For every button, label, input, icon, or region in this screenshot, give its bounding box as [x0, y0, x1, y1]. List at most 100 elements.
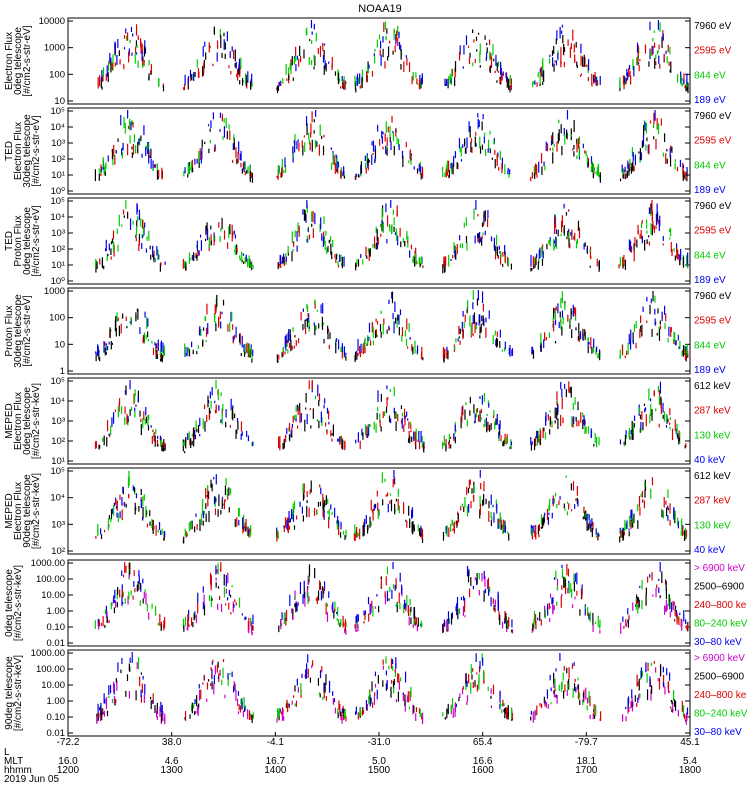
y-axis-label-line: 30deg telescope [13, 294, 24, 368]
legend-entry: 612 keV [694, 381, 731, 392]
footer-row-value: 1800 [679, 765, 702, 776]
legend-entry: 2595 eV [694, 46, 732, 57]
y-tick-label: 10¹ [51, 170, 65, 181]
footer-row-value: 1200 [57, 765, 80, 776]
y-tick-label: 10000 [39, 16, 65, 27]
y-tick-label: 10² [51, 546, 65, 557]
legend-entry: 40 keV [694, 455, 725, 466]
legend-entry: 30–80 keV [694, 727, 742, 738]
lat-tick-label: 65.4 [473, 737, 493, 748]
footer-row-value: 16.0 [58, 756, 78, 767]
y-axis-label-line: 0deg telescope [13, 27, 24, 95]
lat-tick-label: 45.1 [680, 737, 700, 748]
y-tick-label: 10⁰ [51, 276, 66, 287]
y-axis-label-line: [#/cm2-s-str-eV] [31, 205, 42, 276]
legend-entry: 612 keV [694, 471, 731, 482]
panel-8: 1000.00 100.00 10.00 1.00 0.10 0.01 90deg tele… [4, 648, 748, 739]
legend-entry: 287 keV [694, 496, 731, 507]
legend-entry: 7960 eV [694, 201, 732, 212]
footer-row-value: 5.0 [372, 756, 386, 767]
y-tick-label: 10³ [51, 416, 65, 427]
legend-entry: 189 eV [694, 365, 726, 376]
y-tick-label: 1000.00 [31, 648, 65, 659]
y-tick-label: 10.00 [41, 680, 65, 691]
legend-entry: 80–240 keV [694, 709, 748, 720]
y-axis-label-line: Electron Flux [13, 122, 24, 180]
y-axis-label-line: MEPED [4, 493, 15, 529]
footer-row-label: hhmm [4, 765, 32, 776]
y-tick-label: 10⁵ [50, 196, 65, 207]
legend-entry: 7960 eV [694, 111, 732, 122]
footer-row-value: 1600 [472, 765, 495, 776]
legend-entry: 240–800 ke [694, 600, 747, 611]
legend-entry: 844 eV [694, 70, 726, 81]
y-axis-label-line: 0deg telescope [22, 387, 33, 455]
y-tick-label: 10⁴ [50, 396, 65, 407]
legend-entry: 130 keV [694, 430, 731, 441]
y-axis-label-line: [#/cm2-s-str-eV] [31, 115, 42, 186]
legend-entry: 2500–6900 [694, 582, 744, 593]
y-tick-label: 1000 [44, 286, 65, 297]
y-tick-label: 10² [51, 244, 65, 255]
y-tick-label: 10¹ [51, 260, 65, 271]
footer-row-value: 5.4 [683, 756, 697, 767]
panel-frame [67, 467, 691, 555]
y-tick-label: 1000.00 [31, 558, 65, 569]
y-tick-label: 1.00 [47, 606, 66, 617]
legend-entry: 2595 eV [694, 316, 732, 327]
y-tick-label: 10⁴ [50, 122, 65, 133]
y-axis-label-line: [#/cm2-s-str-keV] [13, 655, 24, 731]
y-axis-label-line: [#/cm2-s-str-eV] [22, 295, 33, 366]
y-axis-label-line: Proton Flux [13, 215, 24, 266]
y-axis-label-line: 0deg telescope [4, 569, 15, 637]
lat-tick-label: -79.7 [575, 737, 598, 748]
data-marks [94, 380, 687, 454]
footer-row-value: 4.6 [165, 756, 179, 767]
legend-entry: 40 keV [694, 545, 725, 556]
data-marks [95, 290, 689, 363]
y-tick-label: 10 [54, 96, 65, 107]
panel-frame [67, 287, 691, 375]
footer-row-value: 18.1 [577, 756, 597, 767]
y-tick-label: 10³ [51, 228, 65, 239]
data-marks [96, 652, 689, 725]
legend-entry: 7960 eV [694, 291, 732, 302]
y-tick-label: 0.01 [47, 728, 66, 739]
legend-entry: 240–800 ke [694, 690, 747, 701]
y-tick-label: 0.10 [47, 712, 66, 723]
y-axis-label-line: [#/cm2-s-str-eV] [22, 25, 33, 96]
date-label: 2019 Jun 05 [4, 774, 59, 785]
y-axis-label-line: Electron Flux [4, 32, 15, 90]
chart-title: NOAA19 [358, 3, 401, 15]
y-tick-label: 10⁵ [50, 106, 65, 117]
footer-row-value: 1300 [161, 765, 184, 776]
lat-tick-label: -31.0 [368, 737, 391, 748]
y-axis-label-line: MEPED [4, 403, 15, 439]
legend-entry: 287 keV [694, 406, 731, 417]
y-tick-label: 10² [51, 436, 65, 447]
panel-frame [67, 377, 691, 465]
y-tick-label: 10.00 [41, 590, 65, 601]
y-tick-label: 10 [54, 339, 65, 350]
y-axis-label-line: 90deg telescope [4, 656, 15, 730]
y-axis-label-line: 0deg telescope [22, 207, 33, 275]
panel-frame [67, 197, 691, 285]
footer-row-value: 1400 [264, 765, 287, 776]
y-axis-label-line: TED [4, 141, 15, 161]
footer-row-label: MLT [4, 756, 23, 767]
panel-7: 1000.00 100.00 10.00 1.00 0.10 0.01 0deg teles… [4, 558, 748, 649]
legend-entry: 30–80 keV [694, 637, 742, 648]
legend-entry: 844 eV [694, 160, 726, 171]
footer-row-value: 16.7 [266, 756, 286, 767]
y-tick-label: 10² [51, 154, 65, 165]
footer-row-value: 1700 [575, 765, 598, 776]
y-axis-label-line: [#/cm2-s-str-keV] [31, 383, 42, 459]
legend-entry: 2500–6900 [694, 672, 744, 683]
y-tick-label: 0.01 [47, 638, 66, 649]
legend-entry: > 6900 keV [694, 653, 745, 664]
